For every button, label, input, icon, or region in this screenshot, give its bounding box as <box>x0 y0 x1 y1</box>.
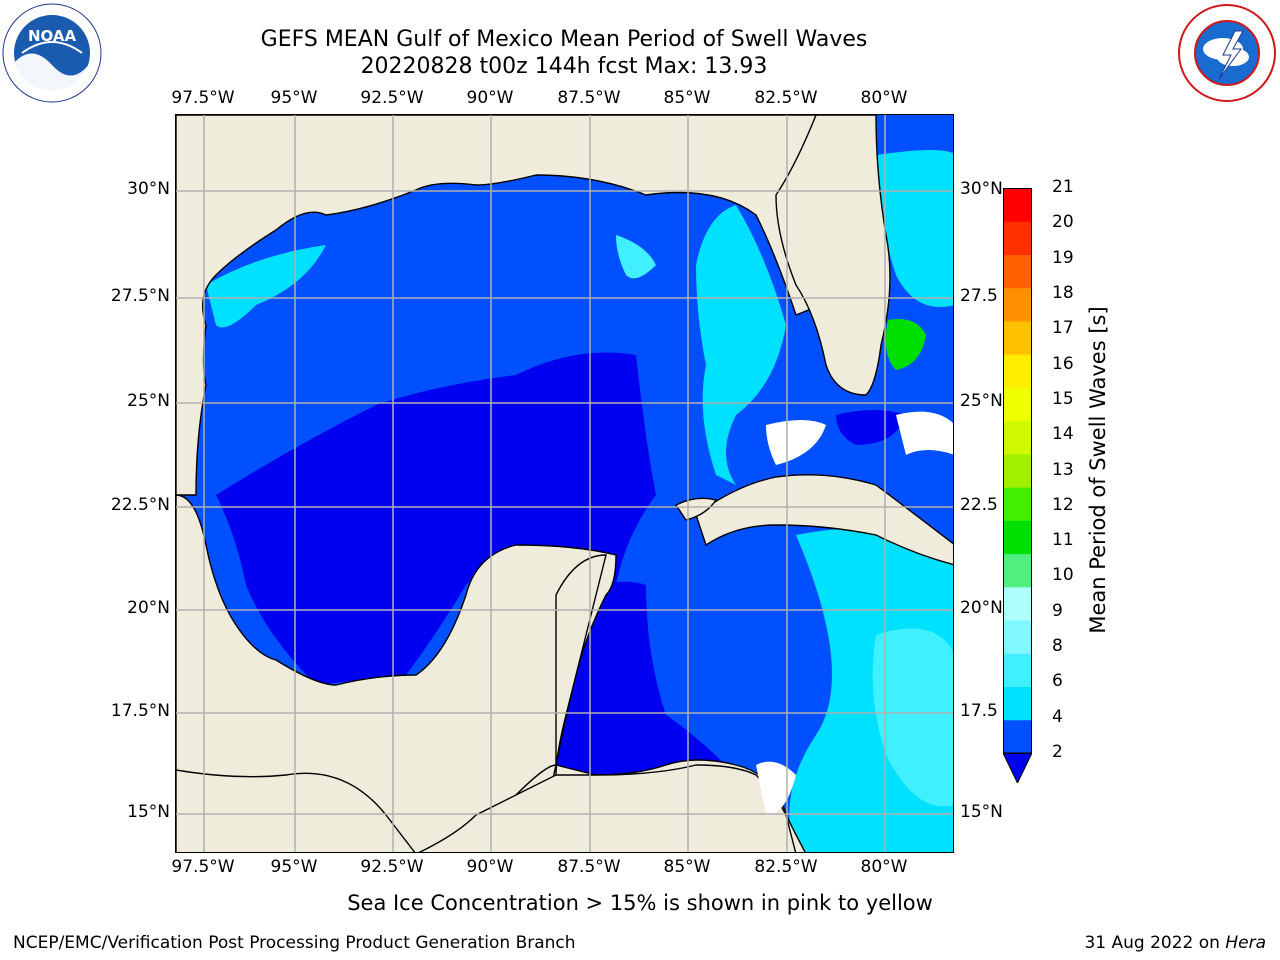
colorbar-tick-label: 4 <box>1052 706 1063 727</box>
lon-label-bottom: 92.5°W <box>360 857 424 877</box>
lat-label-left: 27.5°N <box>110 286 170 306</box>
colorbar-segment <box>1003 320 1032 355</box>
lon-label-bottom: 97.5°W <box>171 857 235 877</box>
contour-6-8s-caribbean <box>872 628 953 807</box>
lat-label-left: 25°N <box>127 391 170 411</box>
colorbar-segment <box>1003 586 1032 621</box>
noaa-logo-text: NOAA <box>28 27 77 45</box>
contour-4-6s-west-florida <box>616 235 656 279</box>
lon-label-top: 97.5°W <box>171 88 235 108</box>
contour-4-6s-atlantic <box>876 150 953 307</box>
noaa-logo: NOAA <box>2 3 102 103</box>
colorbar-segment <box>1003 453 1032 488</box>
colorbar-segment <box>1003 653 1032 688</box>
lon-label-top: 82.5°W <box>754 88 818 108</box>
contour-below-2s-florida-straits <box>836 410 906 445</box>
lon-label-top: 85°W <box>663 88 711 108</box>
national-weather-service-logo <box>1177 3 1277 103</box>
lat-label-right: 22.5 <box>960 495 998 515</box>
missing-data-jamaica <box>756 761 796 815</box>
colorbar-tick-label: 16 <box>1052 353 1074 374</box>
date-text: 31 Aug 2022 on <box>1084 933 1220 953</box>
lat-label-left: 17.5°N <box>110 701 170 721</box>
colorbar-tick-label: 18 <box>1052 282 1074 303</box>
lat-label-right: 27.5 <box>960 286 998 306</box>
colorbar-tick-label: 21 <box>1052 177 1074 197</box>
colorbar-segment <box>1003 287 1032 322</box>
contour-4-6s-east-gulf <box>696 205 786 485</box>
colorbar-segment <box>1003 354 1032 388</box>
contour-4-6s-texas <box>206 245 326 328</box>
colorbar-tick-label: 11 <box>1052 530 1074 551</box>
colorbar-segment <box>1003 387 1032 422</box>
lon-label-bottom: 82.5°W <box>754 857 818 877</box>
lon-label-bottom: 87.5°W <box>557 857 621 877</box>
contour-9-10s-bahamas <box>885 319 926 370</box>
colorbar-segment <box>1003 221 1032 255</box>
contour-below-2s-yucatan <box>556 581 736 775</box>
colorbar-outline <box>1003 188 1032 754</box>
missing-data-florida-keys <box>766 420 826 465</box>
colorbar-tick-label: 8 <box>1052 636 1063 657</box>
colorbar-tick-label: 20 <box>1052 212 1074 233</box>
land-cuba <box>695 474 953 566</box>
lon-label-bottom: 95°W <box>270 857 318 877</box>
lat-label-right: 15°N <box>960 802 1003 822</box>
colorbar-segment <box>1003 686 1032 721</box>
colorbar-tick-label: 2 <box>1052 742 1063 762</box>
colorbar-segment <box>1003 487 1032 521</box>
lon-label-top: 92.5°W <box>360 88 424 108</box>
colorbar-tick-label: 17 <box>1052 318 1074 339</box>
graticule <box>176 115 953 852</box>
missing-data-bahamas <box>896 411 953 455</box>
colorbar-segment <box>1003 188 1032 222</box>
lat-label-right: 17.5 <box>960 701 998 721</box>
chart-subtitle: 20220828 t00z 144h fcst Max: 13.93 <box>360 54 768 79</box>
colorbar-tick-label: 15 <box>1052 388 1074 409</box>
lat-label-left: 22.5°N <box>110 495 170 515</box>
colorbar-tick-label: 14 <box>1052 424 1074 445</box>
colorbar-tick-label: 13 <box>1052 459 1074 480</box>
lon-label-bottom: 85°W <box>663 857 711 877</box>
lon-label-top: 80°W <box>860 88 908 108</box>
colorbar-segment <box>1003 420 1032 455</box>
colorbar-segment <box>1003 553 1032 588</box>
colorbar-tick-label: 6 <box>1052 671 1063 692</box>
lon-label-top: 90°W <box>466 88 514 108</box>
lat-label-right: 20°N <box>960 598 1003 618</box>
colorbar-tick-label: 19 <box>1052 247 1074 268</box>
contour-below-2s-central <box>216 352 656 685</box>
colorbar-segment <box>1003 719 1032 754</box>
machine-name: Hera <box>1225 933 1266 953</box>
lat-label-right: 30°N <box>960 179 1003 199</box>
lat-label-left: 15°N <box>127 802 170 822</box>
lat-label-right: 25°N <box>960 391 1003 411</box>
colorbar-tick-label: 12 <box>1052 494 1074 515</box>
missing-data-areas <box>756 411 953 815</box>
colorbar-tick-label: 10 <box>1052 565 1074 586</box>
lon-label-top: 87.5°W <box>557 88 621 108</box>
lat-label-left: 30°N <box>127 179 170 199</box>
lon-label-bottom: 90°W <box>466 857 514 877</box>
lon-label-bottom: 80°W <box>860 857 908 877</box>
land-florida-peninsula <box>775 115 891 396</box>
date-stamp: 31 Aug 2022 on Hera <box>1084 933 1266 953</box>
colorbar-segment <box>1003 254 1032 289</box>
colorbar-tick-label: 9 <box>1052 600 1063 621</box>
colorbar-segment <box>1003 520 1032 555</box>
gulf-of-mexico-map <box>175 114 954 853</box>
colorbar-extend-triangle <box>1003 752 1032 783</box>
lat-label-left: 20°N <box>127 598 170 618</box>
lon-label-top: 95°W <box>270 88 318 108</box>
colorbar-segment <box>1003 620 1032 654</box>
chart-title: GEFS MEAN Gulf of Mexico Mean Period of … <box>260 27 868 52</box>
colorbar-label: Mean Period of Swell Waves [s] <box>1086 306 1110 634</box>
credit-line: NCEP/EMC/Verification Post Processing Pr… <box>13 933 576 953</box>
sea-ice-note: Sea Ice Concentration > 15% is shown in … <box>347 891 933 915</box>
land-yucatan-central-america <box>418 554 797 852</box>
colorbar <box>1003 188 1032 783</box>
